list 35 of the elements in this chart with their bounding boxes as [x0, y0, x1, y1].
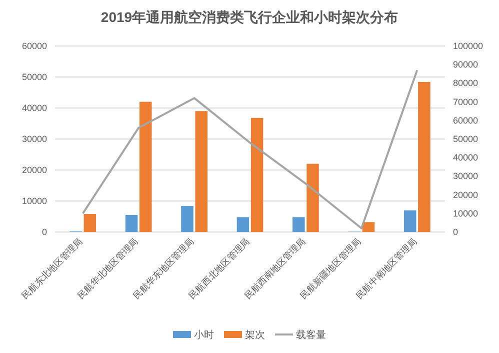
legend-label: 小时	[194, 329, 214, 341]
bar	[84, 214, 96, 232]
y2-tick-label: 0	[453, 227, 458, 237]
y-tick-label: 10000	[22, 196, 47, 206]
bar	[250, 118, 264, 232]
y-tick-label: 0	[42, 227, 47, 237]
chart-title: 2019年通用航空消费类飞行企业和小时架次分布	[100, 9, 398, 25]
y2-tick-label: 20000	[453, 190, 478, 200]
bar	[418, 82, 430, 232]
y-tick-label: 30000	[22, 134, 47, 144]
y2-tick-label: 80000	[453, 78, 478, 88]
y-tick-label: 20000	[22, 165, 47, 175]
bar	[236, 217, 250, 232]
bar	[404, 210, 416, 232]
bar	[125, 214, 138, 232]
y2-tick-label: 50000	[453, 134, 478, 144]
line-series	[82, 69, 418, 230]
bar	[292, 217, 305, 232]
y-tick-label: 40000	[22, 103, 47, 113]
bar	[195, 111, 208, 232]
y-tick-label: 60000	[22, 41, 47, 51]
legend-label: 载客量	[296, 329, 326, 341]
y2-tick-label: 90000	[453, 60, 478, 70]
bar	[139, 102, 152, 232]
bar	[181, 206, 194, 232]
y2-tick-label: 100000	[453, 41, 484, 51]
bar	[362, 222, 375, 232]
bar	[306, 164, 319, 232]
y2-tick-label: 70000	[453, 96, 478, 107]
y2-tick-label: 30000	[453, 171, 478, 182]
y-tick-label: 50000	[22, 72, 47, 82]
legend-label: 架次	[245, 329, 265, 341]
y2-tick-label: 10000	[453, 208, 478, 218]
y2-tick-label: 60000	[453, 115, 478, 126]
y2-tick-label: 40000	[453, 152, 478, 163]
